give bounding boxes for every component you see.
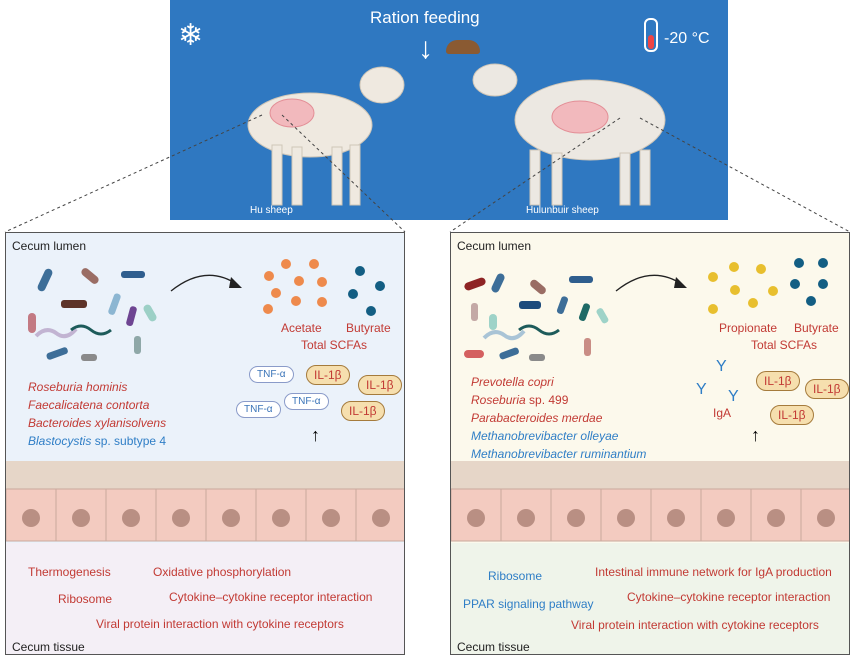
species-item: Methanobrevibacter ruminantium [471, 447, 647, 461]
species-item: Blastocystis sp. subtype 4 [28, 434, 167, 448]
up-arrow-icon: ↑ [751, 425, 760, 445]
species-item: Roseburia sp. 499 [471, 393, 569, 407]
total-scfa-label: Total SCFAs [301, 338, 368, 352]
sheep-illustration [247, 63, 666, 206]
hu-sheep-cecum-panel: Cecum lumen Acetate Butyrate Total SCFAs… [5, 232, 405, 655]
iga-label: IgA [713, 406, 732, 420]
up-arrow-icon: ↑ [311, 425, 320, 445]
down-arrow-icon: ↓ [418, 32, 433, 65]
pathway-label: Thermogenesis [28, 565, 111, 579]
acetate-label: Acetate [281, 321, 322, 335]
il-1b-badge: IL-1β [358, 375, 402, 395]
pathway-label: Ribosome [488, 569, 543, 583]
epithelium-cells [451, 461, 849, 542]
il-1b-badge: IL-1β [341, 401, 385, 421]
tissue-region: Thermogenesis Oxidative phosphorylation … [6, 543, 404, 654]
banner: ❄ Ration feeding ↓ -20 °C Hu sheep Hulun… [170, 0, 728, 220]
species-item: Methanobrevibacter olleyae [471, 429, 619, 443]
pathway-label: Cytokine–cytokine receptor interaction [169, 590, 373, 604]
pathway-label: Cytokine–cytokine receptor interaction [627, 590, 831, 604]
total-scfa-label: Total SCFAs [751, 338, 818, 352]
scfa-molecules [263, 259, 385, 316]
bacteria-icon [28, 268, 157, 361]
bacteria-icon [464, 273, 609, 361]
hulunbuir-sheep-label: Hulunbuir sheep [526, 205, 599, 216]
pathway-label: Oxidative phosphorylation [153, 565, 292, 579]
thermometer-icon [644, 18, 658, 52]
snowflake-icon: ❄ [178, 19, 204, 52]
iga-antibody-icon: Y [728, 388, 739, 405]
species-item: Parabacteroides merdae [471, 411, 603, 425]
tissue-label: Cecum tissue [457, 640, 530, 654]
species-item: Faecalicatena contorta [28, 398, 150, 412]
iga-antibody-icon: Y [716, 358, 727, 375]
pathway-label: Viral protein interaction with cytokine … [571, 618, 819, 632]
butyrate-label: Butyrate [346, 321, 391, 335]
il-1b-badge: IL-1β [805, 379, 849, 399]
lumen-label: Cecum lumen [12, 239, 87, 253]
arrow-icon [615, 274, 687, 292]
pathway-label: Ribosome [58, 592, 113, 606]
tissue-region: Ribosome Intestinal immune network for I… [451, 543, 849, 654]
pathway-label: PPAR signaling pathway [463, 597, 594, 611]
temperature-label: -20 °C [664, 30, 710, 47]
hu-sheep [247, 66, 405, 206]
species-list: Roseburia hominis Faecalicatena contorta… [28, 378, 166, 450]
tnf-alpha-badge: TNF-α [249, 366, 294, 383]
zoom-lines [4, 114, 851, 233]
propionate-label: Propionate [719, 321, 778, 335]
pathway-label: Viral protein interaction with cytokine … [96, 617, 344, 631]
il-1b-badge: IL-1β [770, 405, 814, 425]
hulunbuir-sheep-cecum-panel: Cecum lumen Propionate Butyrate Total SC… [450, 232, 850, 655]
epithelium-cells [6, 461, 404, 542]
arrow-icon [170, 274, 242, 292]
species-list: Prevotella copri Roseburia sp. 499 Parab… [471, 373, 646, 463]
species-item: Prevotella copri [471, 375, 554, 389]
tissue-label: Cecum tissue [12, 640, 85, 654]
pathway-label: Intestinal immune network for IgA produc… [595, 565, 832, 579]
feed-icon [446, 40, 480, 54]
tnf-alpha-badge: TNF-α [284, 393, 329, 410]
hu-sheep-label: Hu sheep [250, 205, 293, 216]
scfa-molecules [708, 258, 828, 314]
hulunbuir-sheep [472, 63, 666, 206]
butyrate-label: Butyrate [794, 321, 839, 335]
il-1b-badge: IL-1β [306, 365, 350, 385]
iga-antibody-icon: Y [696, 381, 707, 398]
species-item: Bacteroides xylanisolvens [28, 416, 167, 430]
tnf-alpha-badge: TNF-α [236, 401, 281, 418]
banner-title: Ration feeding [370, 8, 480, 27]
il-1b-badge: IL-1β [756, 371, 800, 391]
species-item: Roseburia hominis [28, 380, 128, 394]
lumen-label: Cecum lumen [457, 239, 532, 253]
